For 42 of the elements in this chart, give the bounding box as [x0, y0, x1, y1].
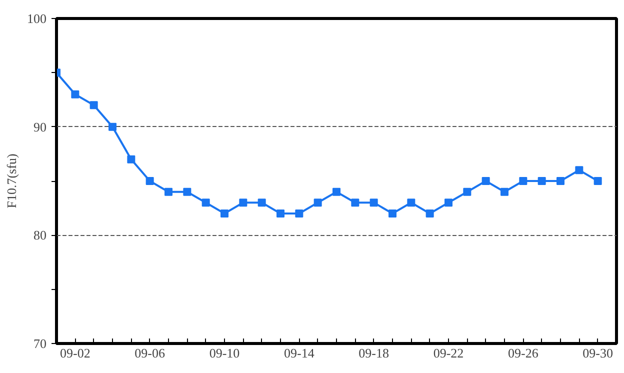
- x-tick-label: 09-26: [508, 346, 539, 360]
- x-tick-label: 09-02: [60, 346, 90, 360]
- point: [258, 198, 266, 207]
- y-axis-title: F10.7(sfu): [4, 154, 19, 208]
- point: [444, 198, 452, 207]
- point: [164, 188, 172, 196]
- point: [407, 198, 416, 207]
- point: [332, 188, 340, 196]
- point: [183, 188, 192, 196]
- point: [202, 198, 210, 207]
- point: [594, 177, 602, 185]
- point: [538, 177, 546, 185]
- point: [108, 122, 116, 131]
- x-tick-label: 09-18: [358, 346, 390, 360]
- x-tick-label: 09-10: [209, 346, 240, 360]
- point: [71, 90, 80, 98]
- point: [370, 198, 378, 207]
- y-tick-label: 80: [34, 228, 46, 243]
- point: [500, 188, 508, 196]
- point: [276, 210, 284, 218]
- point: [90, 101, 98, 110]
- x-tick-label: 09-30: [582, 346, 614, 360]
- point: [295, 210, 304, 218]
- point: [146, 177, 154, 185]
- point: [314, 198, 322, 207]
- point: [519, 177, 528, 185]
- x-tick-label: 09-14: [284, 346, 315, 360]
- point: [220, 210, 228, 218]
- x-tick-label: 09-22: [433, 346, 464, 360]
- point: [556, 177, 564, 185]
- point: [239, 198, 248, 207]
- point: [463, 188, 472, 196]
- point: [127, 155, 136, 164]
- y-tick-label: 90: [34, 119, 46, 134]
- x-tick-label: 09-06: [134, 346, 166, 360]
- point: [482, 177, 490, 185]
- point: [351, 198, 360, 207]
- point: [575, 166, 584, 174]
- point: [426, 210, 434, 218]
- point: [388, 210, 396, 218]
- y-tick-label: 70: [34, 336, 46, 351]
- y-tick-label: 100: [27, 11, 46, 26]
